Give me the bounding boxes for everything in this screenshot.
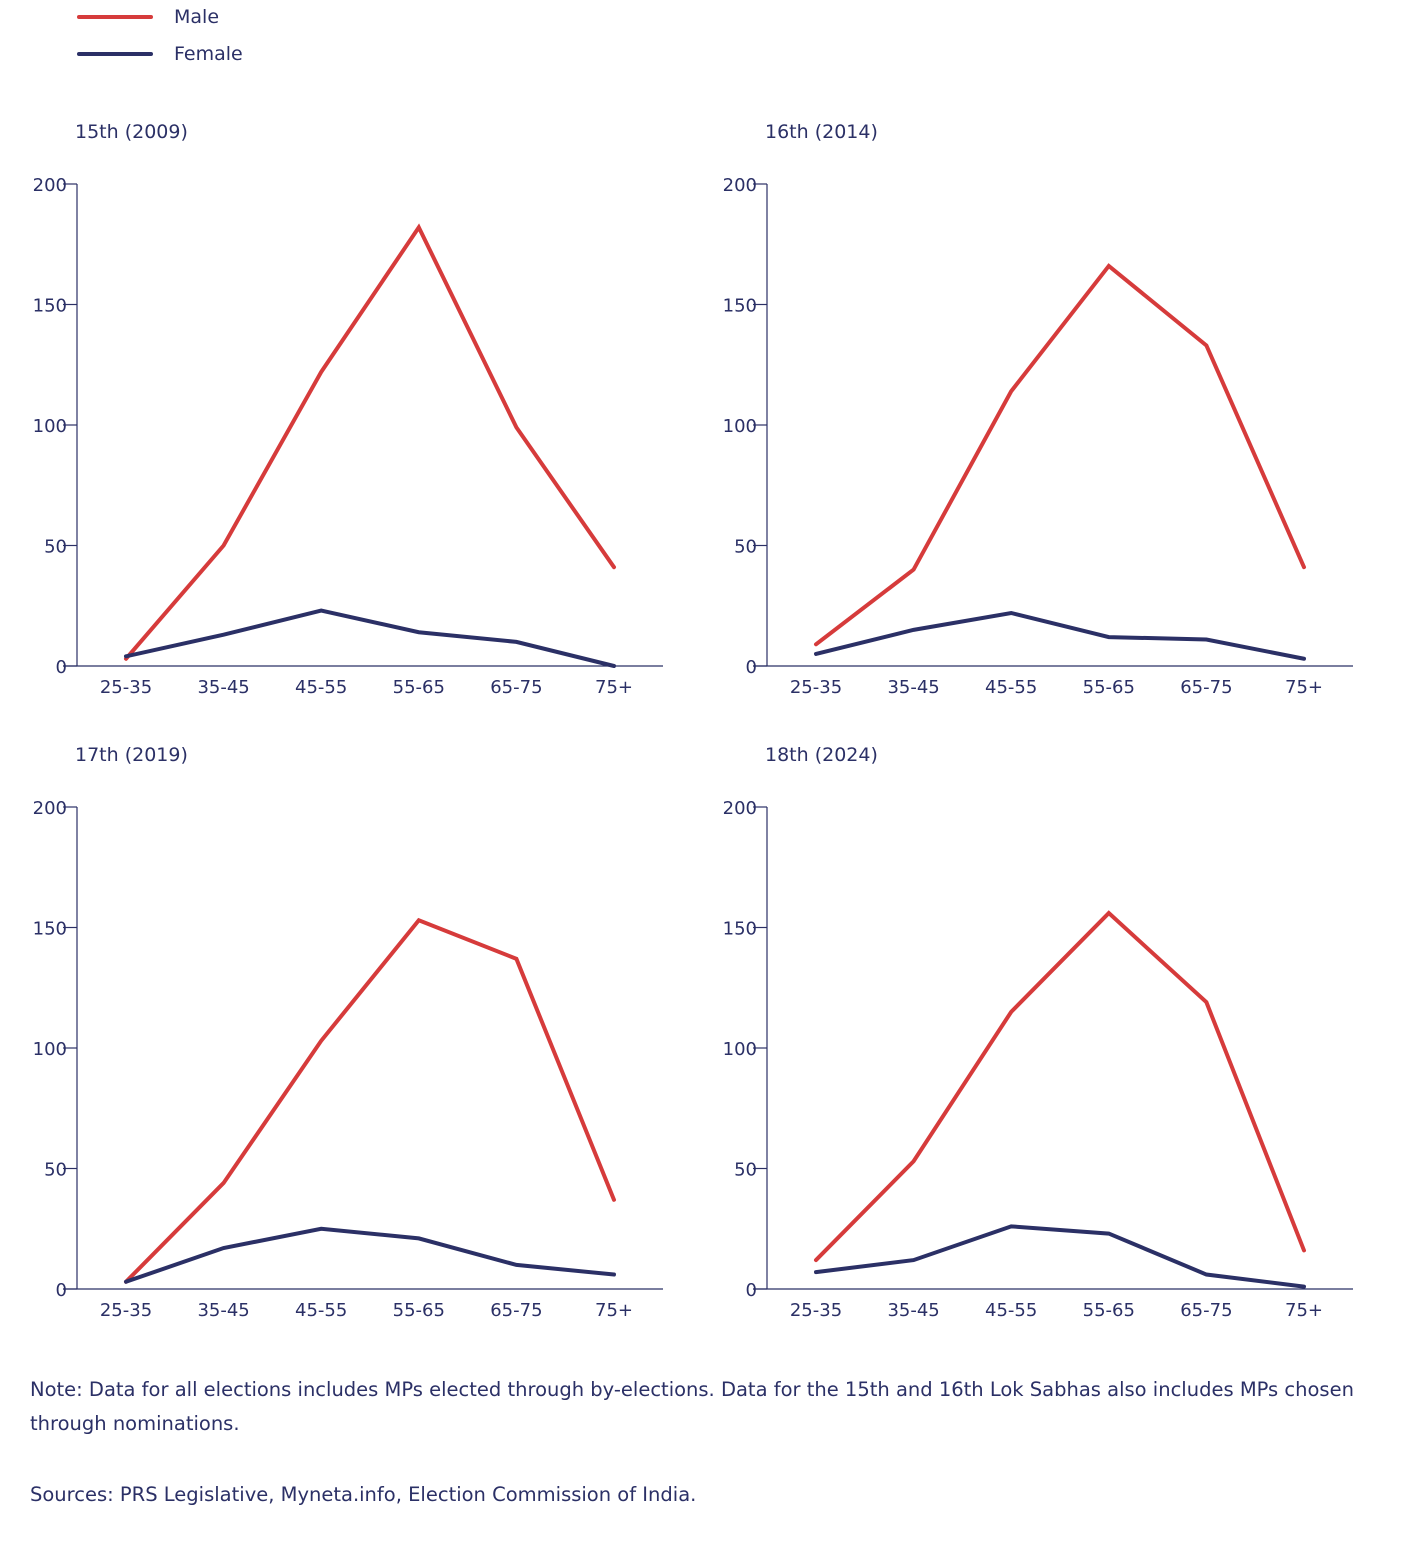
legend-male-label: Male	[174, 6, 220, 28]
x-tick-label: 55-65	[1083, 1300, 1135, 1321]
y-tick-label: 100	[723, 416, 757, 437]
y-tick-label: 200	[33, 798, 67, 819]
y-tick-label: 150	[723, 919, 757, 940]
x-tick-label: 35-45	[197, 677, 249, 698]
panel-title: 17th (2019)	[75, 744, 188, 766]
y-tick-label: 50	[44, 1160, 67, 1181]
x-tick-label: 25-35	[100, 1300, 152, 1321]
y-tick-label: 150	[33, 296, 67, 317]
x-tick-label: 35-45	[887, 677, 939, 698]
panel-title: 15th (2009)	[75, 121, 188, 143]
legend-female-label: Female	[174, 43, 243, 65]
x-tick-label: 55-65	[393, 1300, 445, 1321]
series-line-male	[814, 910, 1306, 1263]
x-tick-label: 65-75	[1180, 677, 1232, 698]
legend-male: Male	[77, 6, 219, 28]
series-line-male	[124, 223, 616, 661]
x-tick-label: 45-55	[985, 1300, 1037, 1321]
x-tick-label: 25-35	[790, 677, 842, 698]
y-tick-label: 200	[33, 175, 67, 196]
y-tick-label: 200	[723, 175, 757, 196]
x-tick-label: 65-75	[490, 677, 542, 698]
y-tick-label: 50	[734, 537, 757, 558]
x-tick-label: 45-55	[985, 677, 1037, 698]
x-tick-label: 55-65	[393, 677, 445, 698]
x-tick-label: 35-45	[197, 1300, 249, 1321]
legend-male-swatch	[77, 15, 153, 19]
y-tick-label: 150	[723, 296, 757, 317]
x-tick-label: 75+	[1285, 1300, 1323, 1321]
y-tick-label: 0	[56, 657, 67, 678]
y-tick-label: 0	[746, 1280, 757, 1301]
series-line-female	[814, 610, 1306, 661]
x-tick-label: 75+	[595, 677, 633, 698]
x-tick-label: 55-65	[1083, 677, 1135, 698]
legend-female: Female	[77, 43, 243, 65]
y-tick-label: 150	[33, 919, 67, 940]
x-tick-label: 75+	[595, 1300, 633, 1321]
x-tick-label: 65-75	[1180, 1300, 1232, 1321]
sources: Sources: PRS Legislative, Myneta.info, E…	[30, 1483, 697, 1506]
series-line-male	[124, 917, 616, 1284]
panel-title: 16th (2014)	[765, 121, 878, 143]
y-tick-label: 100	[33, 1039, 67, 1060]
x-tick-label: 25-35	[100, 677, 152, 698]
panel-title: 18th (2024)	[765, 744, 878, 766]
y-tick-label: 200	[723, 798, 757, 819]
x-tick-label: 45-55	[295, 1300, 347, 1321]
legend-female-swatch	[77, 52, 153, 56]
series-line-female	[124, 608, 616, 668]
x-tick-label: 25-35	[790, 1300, 842, 1321]
footnote: Note: Data for all elections includes MP…	[30, 1378, 1354, 1435]
series-line-female	[124, 1226, 616, 1284]
y-tick-label: 100	[33, 416, 67, 437]
series-line-male	[814, 263, 1306, 647]
y-tick-label: 0	[746, 657, 757, 678]
y-tick-label: 100	[723, 1039, 757, 1060]
x-tick-label: 35-45	[887, 1300, 939, 1321]
y-tick-label: 50	[734, 1160, 757, 1181]
x-tick-label: 45-55	[295, 677, 347, 698]
y-tick-label: 0	[56, 1280, 67, 1301]
series-line-female	[814, 1224, 1306, 1289]
y-tick-label: 50	[44, 537, 67, 558]
x-tick-label: 75+	[1285, 677, 1323, 698]
x-tick-label: 65-75	[490, 1300, 542, 1321]
